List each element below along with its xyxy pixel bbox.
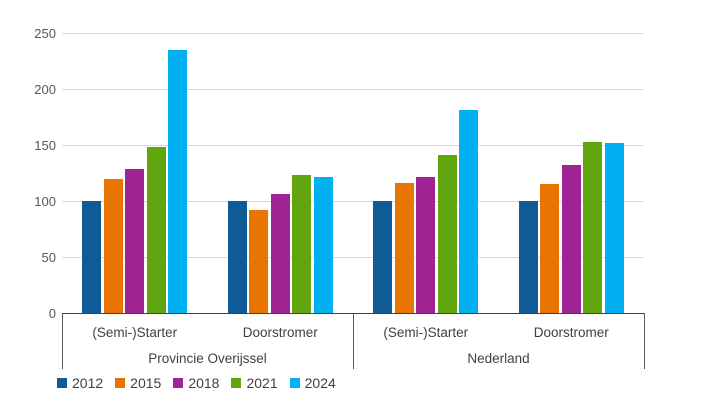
bar-2015-slot-2[interactable] — [394, 183, 414, 313]
legend-item-2012[interactable]: 2012 — [57, 376, 103, 390]
gridline-250 — [62, 33, 644, 34]
bar-2021-slot-1[interactable] — [292, 175, 312, 313]
bar-2021-slot-0[interactable] — [146, 147, 166, 313]
x-axis-line — [62, 313, 644, 314]
group-label-1: Nederland — [467, 351, 530, 366]
legend-swatch-icon — [231, 378, 242, 388]
legend-label: 2012 — [72, 375, 104, 391]
legend-item-2021[interactable]: 2021 — [231, 375, 278, 391]
bar-2021-slot-2[interactable] — [437, 155, 457, 313]
gridline-100 — [62, 201, 644, 202]
bar-2012-slot-3[interactable] — [518, 201, 538, 313]
category-label-1: Doorstromer — [242, 325, 318, 340]
category-label-2: (Semi-)Starter — [383, 325, 469, 340]
category-label-0: (Semi-)Starter — [92, 325, 178, 340]
legend-item-2015[interactable]: 2015 — [115, 376, 161, 390]
bar-2015-slot-1[interactable] — [249, 209, 269, 313]
legend-label: 2021 — [246, 375, 278, 391]
bar-2024-slot-2[interactable] — [459, 110, 479, 313]
bar-2018-slot-2[interactable] — [416, 177, 436, 313]
bar-2012-slot-2[interactable] — [373, 201, 393, 313]
bar-2015-slot-3[interactable] — [540, 184, 560, 313]
axis-divider-1 — [353, 313, 354, 369]
y-tick-label-200: 200 — [34, 81, 56, 97]
legend-label: 2015 — [130, 375, 162, 391]
legend-swatch-icon — [173, 378, 184, 388]
bar-2024-slot-3[interactable] — [604, 142, 624, 313]
y-tick-label-250: 250 — [34, 25, 56, 41]
gridline-200 — [62, 89, 644, 90]
legend-swatch-icon — [289, 378, 300, 388]
bar-2015-slot-0[interactable] — [103, 178, 123, 313]
y-tick-label-50: 50 — [41, 249, 56, 265]
bar-2024-slot-1[interactable] — [313, 177, 333, 313]
y-tick-label-150: 150 — [34, 137, 56, 153]
axis-divider-0 — [62, 313, 63, 369]
bar-2012-slot-0[interactable] — [82, 201, 102, 313]
category-label-3: Doorstromer — [533, 325, 609, 340]
bar-2018-slot-1[interactable] — [270, 194, 290, 313]
legend-item-2024[interactable]: 2024 — [289, 375, 336, 391]
bar-2024-slot-0[interactable] — [168, 49, 188, 313]
legend-item-2018[interactable]: 2018 — [173, 376, 219, 390]
bar-2018-slot-0[interactable] — [125, 168, 145, 313]
legend: 2012 2015 2018 2021 2024 — [57, 376, 348, 390]
legend-swatch-icon — [115, 378, 126, 388]
y-tick-label-0: 0 — [48, 305, 56, 321]
gridline-50 — [62, 257, 644, 258]
bar-2012-slot-1[interactable] — [227, 201, 247, 313]
y-tick-label-100: 100 — [34, 193, 56, 209]
legend-label: 2018 — [188, 375, 220, 391]
gridline-150 — [62, 145, 644, 146]
legend-label: 2024 — [304, 375, 336, 391]
bar-2018-slot-3[interactable] — [561, 165, 581, 313]
axis-divider-2 — [644, 313, 645, 369]
legend-swatch-icon — [57, 378, 67, 388]
group-label-0: Provincie Overijssel — [148, 351, 267, 366]
bar-2021-slot-3[interactable] — [583, 141, 603, 313]
